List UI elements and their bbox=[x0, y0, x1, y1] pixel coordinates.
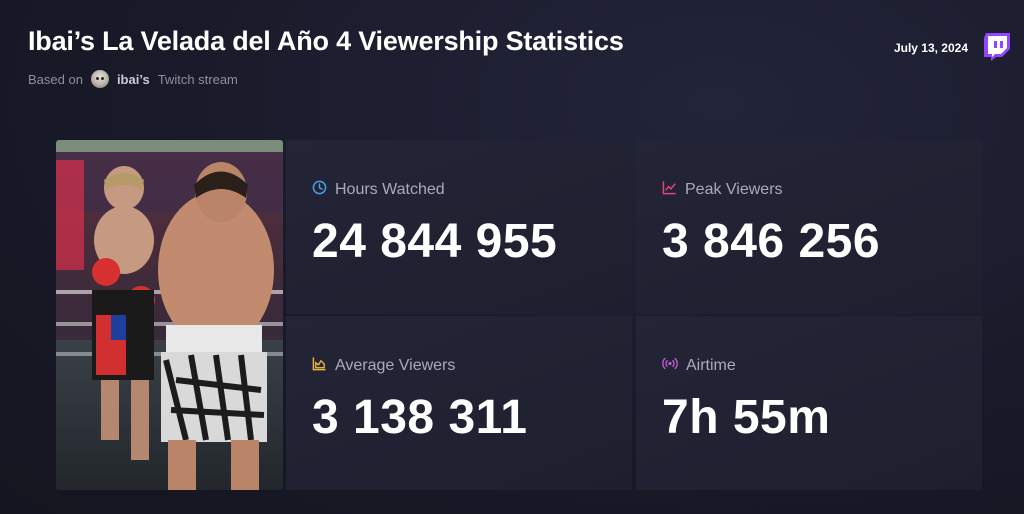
average-viewers-value: 3 138 311 bbox=[312, 391, 528, 444]
twitch-logo-icon[interactable] bbox=[984, 33, 1010, 61]
source-line: Based on ibai’s Twitch stream bbox=[28, 70, 238, 88]
hours-watched-label: Hours Watched bbox=[335, 181, 445, 198]
clock-icon bbox=[312, 180, 327, 200]
hours-watched-value: 24 844 955 bbox=[312, 215, 558, 268]
airtime-value: 7h 55m bbox=[662, 391, 831, 444]
peak-viewers-card: Peak Viewers 3 846 256 bbox=[636, 140, 982, 314]
boxing-match-photo bbox=[56, 140, 283, 490]
source-label: Twitch stream bbox=[157, 71, 238, 87]
peak-viewers-value: 3 846 256 bbox=[662, 215, 881, 268]
hours-watched-card: Hours Watched 24 844 955 bbox=[286, 140, 632, 314]
based-on-label: Based on bbox=[28, 71, 83, 87]
channel-name[interactable]: ibai’s bbox=[116, 71, 150, 87]
airtime-card: Airtime 7h 55m bbox=[636, 316, 982, 490]
stream-date: July 13, 2024 bbox=[893, 41, 968, 55]
airtime-label: Airtime bbox=[686, 357, 736, 374]
channel-avatar bbox=[90, 70, 109, 88]
stats-grid: Hours Watched 24 844 955 Peak Viewers 3 … bbox=[286, 140, 982, 490]
average-viewers-card: Average Viewers 3 138 311 bbox=[286, 316, 632, 490]
page-title: Ibai’s La Velada del Año 4 Viewership St… bbox=[28, 26, 624, 56]
average-viewers-label: Average Viewers bbox=[335, 357, 456, 374]
chart-area-icon bbox=[312, 356, 327, 376]
peak-viewers-label: Peak Viewers bbox=[685, 181, 783, 198]
broadcast-icon bbox=[662, 356, 678, 376]
chart-line-icon bbox=[662, 180, 677, 200]
